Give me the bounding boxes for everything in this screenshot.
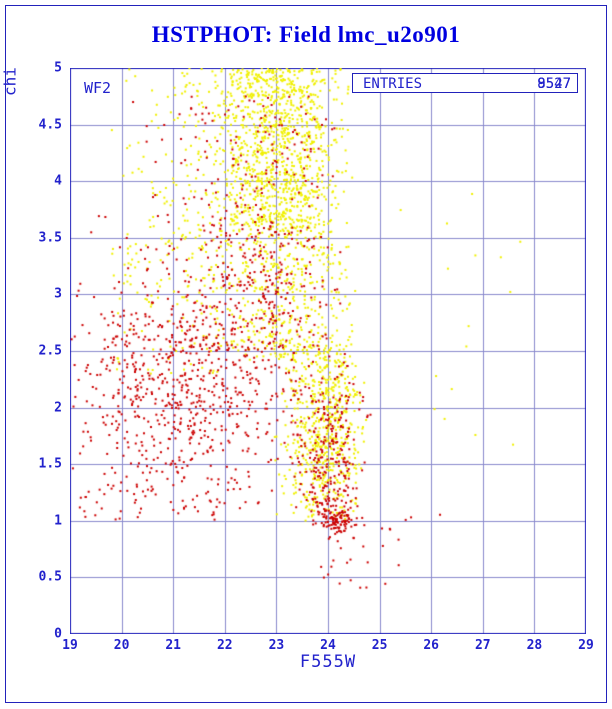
x-tick-label: 21 [165, 638, 182, 653]
y-tick-label: 2.5 [38, 343, 62, 359]
x-tick-label: 22 [216, 638, 233, 653]
entries-value-b: 9527 [537, 76, 571, 92]
x-tick-label: 20 [113, 638, 130, 653]
x-tick-label: 28 [526, 638, 543, 653]
y-tick-label: 3 [54, 286, 62, 302]
plot-area: WF2 ENTRIES 8547 9527 [70, 68, 586, 634]
x-tick-label: 25 [371, 638, 388, 653]
chart-title: HSTPHOT: Field lmc_u2o901 [151, 22, 461, 47]
entries-value-a: 8547 [537, 76, 571, 92]
y-tick-label: 4 [54, 173, 62, 189]
x-tick-label: 24 [320, 638, 336, 653]
x-tick-label: 27 [474, 638, 491, 653]
x-tick-label: 19 [62, 638, 78, 653]
x-tick-label: 23 [268, 638, 285, 653]
y-tick-label: 1.5 [38, 456, 62, 472]
y-tick-label: 2 [54, 400, 62, 416]
y-tick-label: 4.5 [38, 117, 62, 133]
entries-label: ENTRIES [363, 76, 423, 92]
y-tick-label: 0.5 [38, 569, 62, 585]
chip-label: WF2 [84, 79, 112, 97]
x-axis-label: F555W [299, 652, 357, 672]
y-tick-label: 3.5 [38, 230, 62, 246]
x-tick-label: 29 [578, 638, 594, 653]
scatter-canvas [70, 68, 586, 634]
entries-values: 8547 9527 [501, 76, 571, 92]
entries-box: ENTRIES 8547 9527 [352, 73, 578, 93]
y-axis-ticks: 0 0.5 1 1.5 2 2.5 3 3.5 4 4.5 5 [0, 61, 66, 642]
x-axis-ticks: 19 20 21 22 23 24 25 26 27 28 29 [62, 638, 594, 654]
y-tick-label: 1 [54, 513, 62, 529]
y-tick-label: 0 [54, 626, 62, 642]
x-tick-label: 26 [423, 638, 440, 653]
y-tick-label: 5 [54, 60, 62, 76]
